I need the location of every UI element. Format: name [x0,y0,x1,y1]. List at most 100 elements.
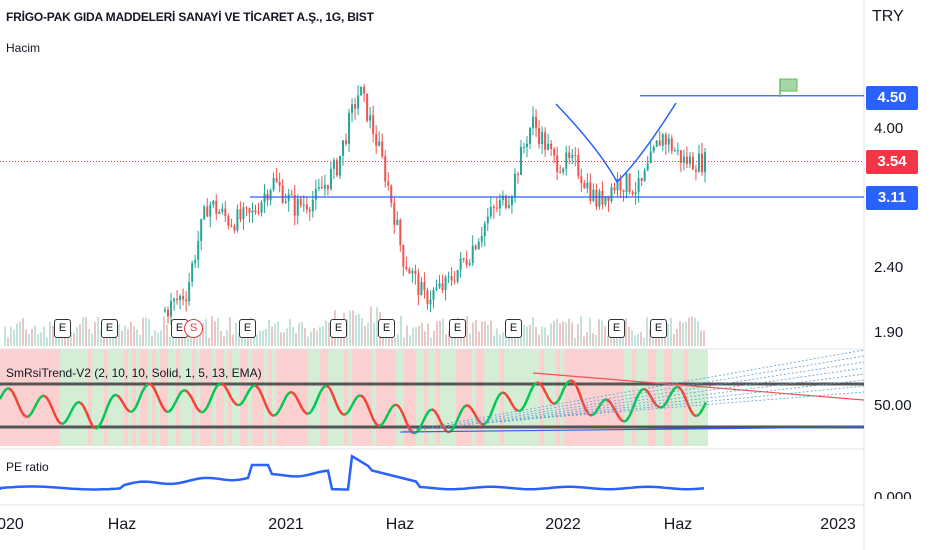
rsi-band [468,349,472,446]
candle-body [227,216,230,226]
pe-tick: 0.000 [874,489,912,499]
rsi-band [252,349,256,446]
rsi-band [620,349,624,446]
rsi-band [368,349,372,446]
candle-body [272,178,275,191]
candle-body [649,151,652,164]
rsi-line-segment [554,400,559,405]
earnings-marker[interactable]: E [101,319,118,338]
rsi-band [248,349,252,446]
volume-bar [271,326,273,346]
rsi-line-segment [32,402,39,410]
rsi-band [164,349,168,446]
rsi-line-segment [656,404,661,409]
rsi-line-segment [359,394,365,399]
volume-bar [166,324,168,346]
candle-body [462,258,465,260]
volume-bar [670,317,672,346]
volume-bar [616,337,618,346]
volume-bar [13,329,15,346]
earnings-marker[interactable]: E [239,319,256,338]
rsi-line-segment [399,408,406,417]
earnings-marker[interactable]: E [505,319,522,338]
candle-body [251,210,254,213]
volume-bar [196,335,198,346]
volume-bar [304,328,306,346]
volume-bar [358,314,360,346]
candle-body [652,146,655,152]
rsi-line-segment [588,413,593,417]
rsi-band [616,349,620,446]
rsi-line-segment [461,404,467,410]
volume-bar [463,331,465,346]
rsi-line-segment [405,423,412,431]
rsi-band [292,349,296,446]
volume-bar [319,327,321,346]
rsi-trendline [532,372,865,401]
earnings-marker[interactable]: E [330,319,347,338]
rsi-band [400,349,404,446]
volume-bar [82,317,84,346]
volume-bar [544,327,546,346]
rsi-line-segment [514,407,519,413]
volume-bar [664,335,666,346]
time-tick: 2021 [268,516,304,533]
earnings-marker[interactable]: E [54,319,71,338]
candle-body [550,143,553,149]
rsi-band [108,349,112,446]
rsi-line-segment [689,409,695,416]
rsi-line-segment [365,403,372,412]
rsi-line-segment [88,418,94,427]
rsi-line-segment [551,401,556,406]
rsi-band [696,349,700,446]
candle-body [664,134,667,145]
candle-body [562,168,565,173]
rsi-line-segment [683,395,689,404]
volume-bar [205,318,207,346]
rsi-line-segment [378,423,383,428]
volume-bar [55,335,57,346]
candle-body [529,128,532,144]
dividend-marker[interactable]: S [184,319,203,338]
rsi-band [472,349,476,446]
rsi-band [440,349,444,446]
candle-body [369,115,372,121]
candle-body [170,301,173,317]
rsi-band [56,349,60,446]
candle-body [263,193,266,203]
candle-body [580,176,583,184]
candle-body [197,240,200,261]
earnings-marker[interactable]: E [449,319,466,338]
candle-body [571,154,574,159]
candle-body [212,201,215,205]
rsi-band [64,349,68,446]
rsi-line-segment [637,389,643,396]
volume-bar [160,330,162,346]
rsi-band [600,349,604,446]
earnings-marker[interactable]: E [650,319,667,338]
rsi-band [124,349,128,446]
rsi-band [128,349,132,446]
candle-body [667,138,670,145]
rsi-line-segment [187,391,193,398]
rsi-line-segment [510,403,516,410]
rsi-line-segment [61,421,66,426]
rsi-line-segment [257,388,264,396]
rsi-line-segment [371,418,378,425]
rsi-line-segment [547,397,553,404]
currency-label[interactable]: TRY [872,8,904,25]
rsi-line-segment [26,413,32,418]
rsi-line-segment [431,408,436,413]
volume-bar [352,310,354,346]
candle-body [604,196,607,205]
earnings-marker[interactable]: E [608,319,625,338]
volume-bar [418,325,420,346]
time-tick: 2022 [545,516,581,533]
rsi-line-segment [273,412,279,417]
volume-bar [385,335,387,346]
earnings-marker[interactable]: E [378,319,395,338]
rsi-line-segment [600,399,606,405]
candle-body [194,260,197,264]
